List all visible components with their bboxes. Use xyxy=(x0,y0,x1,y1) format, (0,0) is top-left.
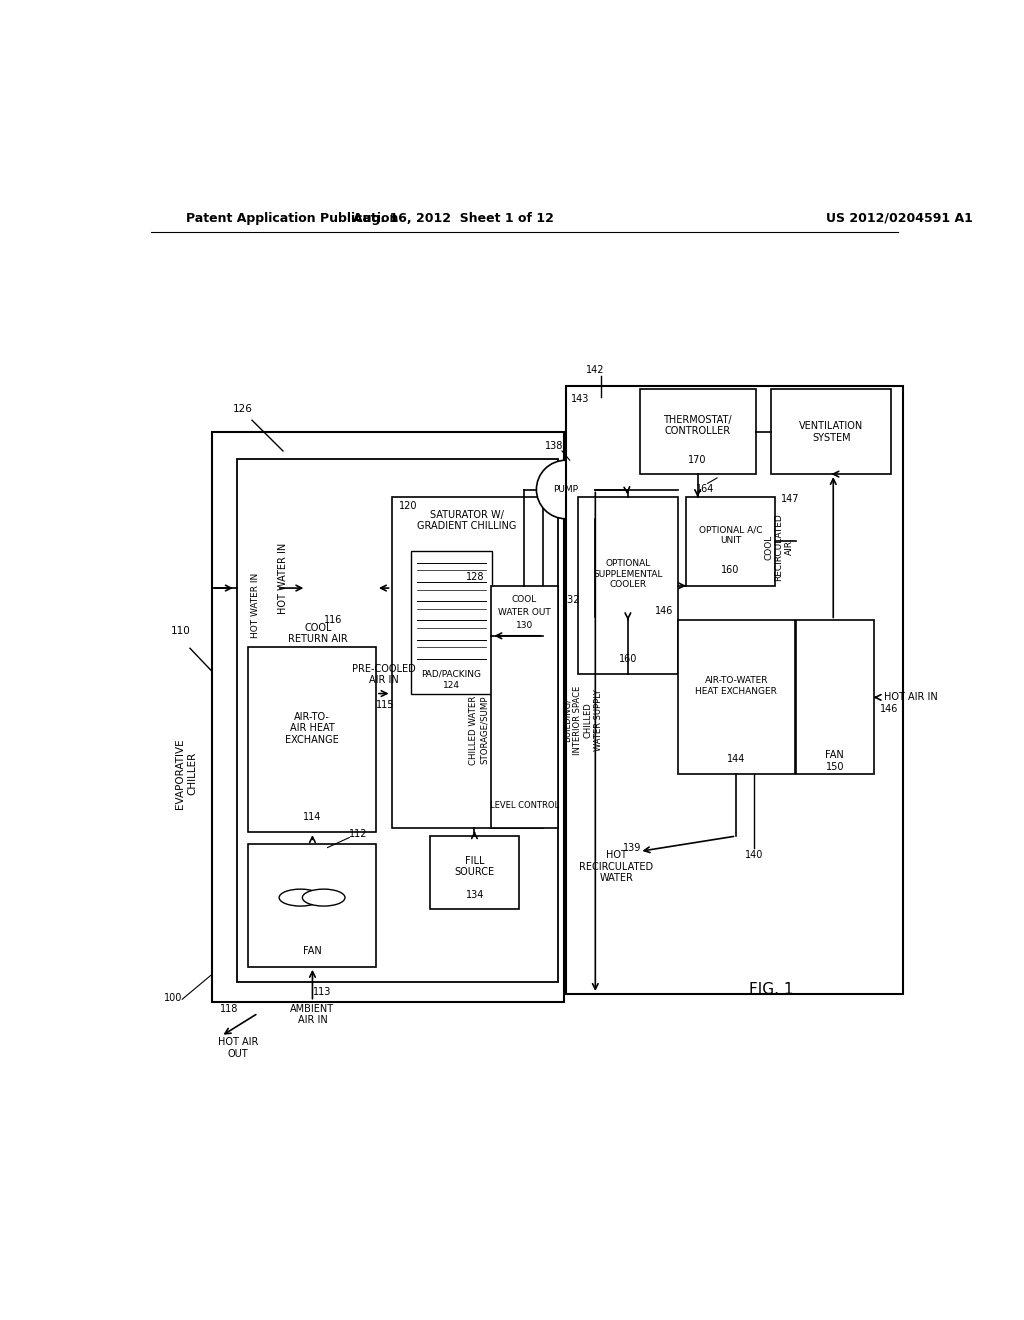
Text: 128: 128 xyxy=(466,572,484,582)
Circle shape xyxy=(537,461,595,519)
Text: HOT WATER IN: HOT WATER IN xyxy=(278,543,288,614)
Bar xyxy=(796,620,873,775)
Bar xyxy=(411,552,493,693)
Bar xyxy=(640,389,756,474)
Bar xyxy=(771,389,891,474)
Text: 160: 160 xyxy=(618,653,637,664)
Bar xyxy=(686,498,775,586)
Text: HOT WATER IN: HOT WATER IN xyxy=(251,573,260,638)
Text: AIR-TO-
AIR HEAT
EXCHANGE: AIR-TO- AIR HEAT EXCHANGE xyxy=(286,711,339,744)
Text: AIR-TO-WATER
HEAT EXCHANGER: AIR-TO-WATER HEAT EXCHANGER xyxy=(695,676,777,696)
Text: PRE-COOLED
AIR IN: PRE-COOLED AIR IN xyxy=(352,664,416,685)
Text: BUILDING/
INTERIOR SPACE
CHILLED
WATER SUPPLY: BUILDING/ INTERIOR SPACE CHILLED WATER S… xyxy=(563,685,603,755)
Text: 170: 170 xyxy=(688,455,707,465)
Text: 114: 114 xyxy=(303,812,322,822)
Text: 126: 126 xyxy=(232,404,253,413)
Text: 144: 144 xyxy=(727,754,745,764)
Text: FIG. 1: FIG. 1 xyxy=(749,982,794,998)
Text: 147: 147 xyxy=(781,494,800,504)
Text: 140: 140 xyxy=(745,850,763,861)
Text: PAD/PACKING: PAD/PACKING xyxy=(422,669,481,678)
Text: OPTIONAL A/C
UNIT: OPTIONAL A/C UNIT xyxy=(698,525,762,545)
Text: 120: 120 xyxy=(399,502,418,511)
Bar xyxy=(678,620,795,775)
Text: COOL
RETURN AIR: COOL RETURN AIR xyxy=(288,623,348,644)
Text: FAN: FAN xyxy=(303,946,322,957)
Text: Aug. 16, 2012  Sheet 1 of 12: Aug. 16, 2012 Sheet 1 of 12 xyxy=(353,213,554,224)
Text: 146: 146 xyxy=(655,606,674,616)
Text: 118: 118 xyxy=(219,1005,238,1014)
Text: US 2012/0204591 A1: US 2012/0204591 A1 xyxy=(825,213,973,224)
Text: HOT
RECIRCULATED
WATER: HOT RECIRCULATED WATER xyxy=(580,850,653,883)
Text: VENTILATION
SYSTEM: VENTILATION SYSTEM xyxy=(799,421,863,442)
Text: 164: 164 xyxy=(696,484,715,495)
Bar xyxy=(212,432,564,1002)
Text: 115: 115 xyxy=(376,700,394,710)
Text: HOT AIR
OUT: HOT AIR OUT xyxy=(218,1038,258,1059)
Text: 110: 110 xyxy=(171,626,190,636)
Text: 116: 116 xyxy=(325,615,343,626)
Text: 132: 132 xyxy=(562,594,581,605)
Bar xyxy=(490,586,558,829)
Text: OPTIONAL
SUPPLEMENTAL
COOLER: OPTIONAL SUPPLEMENTAL COOLER xyxy=(593,560,663,589)
Text: EVAPORATIVE
CHILLER: EVAPORATIVE CHILLER xyxy=(175,738,197,809)
Text: 100: 100 xyxy=(164,993,182,1003)
Text: 142: 142 xyxy=(586,366,604,375)
Text: 150: 150 xyxy=(825,762,844,772)
Bar xyxy=(578,498,678,675)
Bar xyxy=(248,647,376,832)
Text: 130: 130 xyxy=(516,622,534,630)
Text: 160: 160 xyxy=(721,565,739,576)
Bar xyxy=(566,385,903,994)
Text: PUMP: PUMP xyxy=(553,484,579,494)
Text: CHILLED WATER
STORAGE/SUMP: CHILLED WATER STORAGE/SUMP xyxy=(469,696,488,764)
Text: Patent Application Publication: Patent Application Publication xyxy=(186,213,398,224)
Ellipse shape xyxy=(302,890,345,906)
Bar xyxy=(430,836,519,909)
Text: 134: 134 xyxy=(466,890,484,900)
Text: 113: 113 xyxy=(312,986,331,997)
Text: AMBIENT
AIR IN: AMBIENT AIR IN xyxy=(291,1003,335,1026)
Text: 139: 139 xyxy=(623,842,641,853)
Text: FILL
SOURCE: FILL SOURCE xyxy=(455,855,495,878)
Bar xyxy=(391,498,543,829)
Text: COOL: COOL xyxy=(512,595,537,605)
Text: THERMOSTAT/
CONTROLLER: THERMOSTAT/ CONTROLLER xyxy=(664,414,732,437)
Text: 146: 146 xyxy=(880,704,898,714)
Text: SATURATOR W/
GRADIENT CHILLING: SATURATOR W/ GRADIENT CHILLING xyxy=(418,510,517,531)
Text: HOT AIR IN: HOT AIR IN xyxy=(884,693,937,702)
Text: 124: 124 xyxy=(443,681,460,690)
Text: 112: 112 xyxy=(349,829,368,840)
Text: 143: 143 xyxy=(570,395,589,404)
Text: COOL
RECIRCULATED
AIR: COOL RECIRCULATED AIR xyxy=(764,513,794,581)
Bar xyxy=(248,843,376,966)
Text: FAN: FAN xyxy=(825,750,844,760)
Text: LEVEL CONTROL: LEVEL CONTROL xyxy=(489,801,559,809)
Text: WATER OUT: WATER OUT xyxy=(498,609,551,618)
Text: 138: 138 xyxy=(545,441,563,451)
Ellipse shape xyxy=(280,890,322,906)
Bar xyxy=(237,459,558,982)
